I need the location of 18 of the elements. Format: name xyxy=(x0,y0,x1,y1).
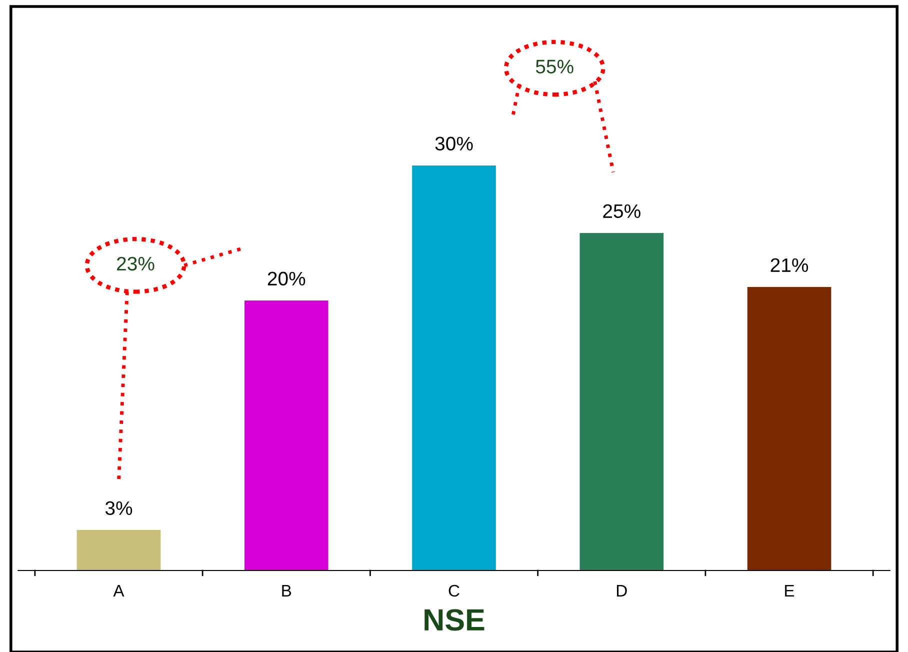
x-tick-label: A xyxy=(113,585,124,596)
bar xyxy=(244,300,328,570)
x-tick-label: B xyxy=(282,585,292,596)
data-label: 21% xyxy=(770,258,808,272)
x-axis-title: NSE xyxy=(424,609,484,631)
data-label: 25% xyxy=(603,204,640,218)
x-tick-label: C xyxy=(448,584,460,597)
text: 55% xyxy=(536,60,574,74)
data-label: 3% xyxy=(105,501,132,516)
annotation: 23% xyxy=(117,256,154,271)
x-tick-label: E xyxy=(785,585,794,596)
bar xyxy=(412,165,496,570)
bar xyxy=(747,286,832,570)
x-tick-label: D xyxy=(616,585,627,596)
bar xyxy=(580,232,664,570)
data-label: 30% xyxy=(435,136,473,151)
data-label: 20% xyxy=(268,272,306,286)
bar xyxy=(76,530,161,570)
